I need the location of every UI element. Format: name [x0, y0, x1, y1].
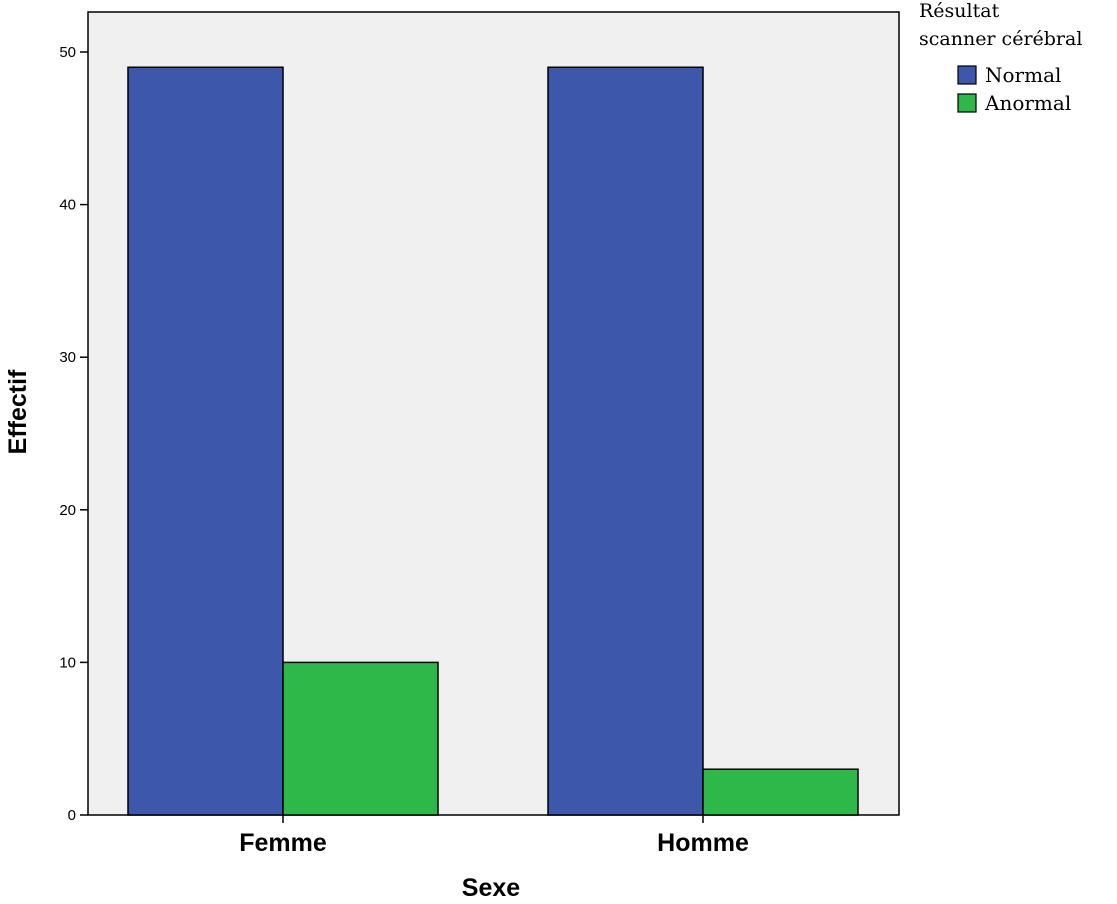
legend-label-anormal: Anormal: [984, 91, 1071, 115]
legend-title-line-2: scanner cérébral: [919, 28, 1082, 50]
bar-femme-anormal: [282, 661, 439, 816]
y-axis-ticks: 0 10 20 30 40 50: [59, 44, 88, 824]
y-tick-label: 50: [59, 44, 76, 61]
y-tick-label: 40: [59, 197, 76, 214]
legend-swatch-anormal: [957, 93, 977, 113]
legend-label-normal: Normal: [985, 63, 1061, 87]
y-tick-label: 10: [59, 654, 76, 671]
bar-homme-anormal: [702, 768, 859, 816]
legend-title-line-1: Résultat: [919, 0, 1000, 22]
y-tick-label: 0: [68, 807, 76, 824]
legend-swatch-normal: [957, 65, 977, 85]
category-labels: Femme Homme: [239, 815, 749, 857]
x-axis-title: Sexe: [462, 874, 520, 902]
legend: Résultat scanner cérébral Normal Anormal: [919, 0, 1082, 115]
bar-homme-normal: [547, 66, 704, 816]
category-label-homme: Homme: [657, 829, 749, 857]
bar-femme-normal: [127, 66, 284, 816]
y-tick-label: 20: [59, 502, 76, 519]
y-tick-label: 30: [59, 349, 76, 366]
category-label-femme: Femme: [239, 829, 327, 857]
y-axis-title: Effectif: [4, 369, 32, 454]
bars: [127, 66, 859, 816]
